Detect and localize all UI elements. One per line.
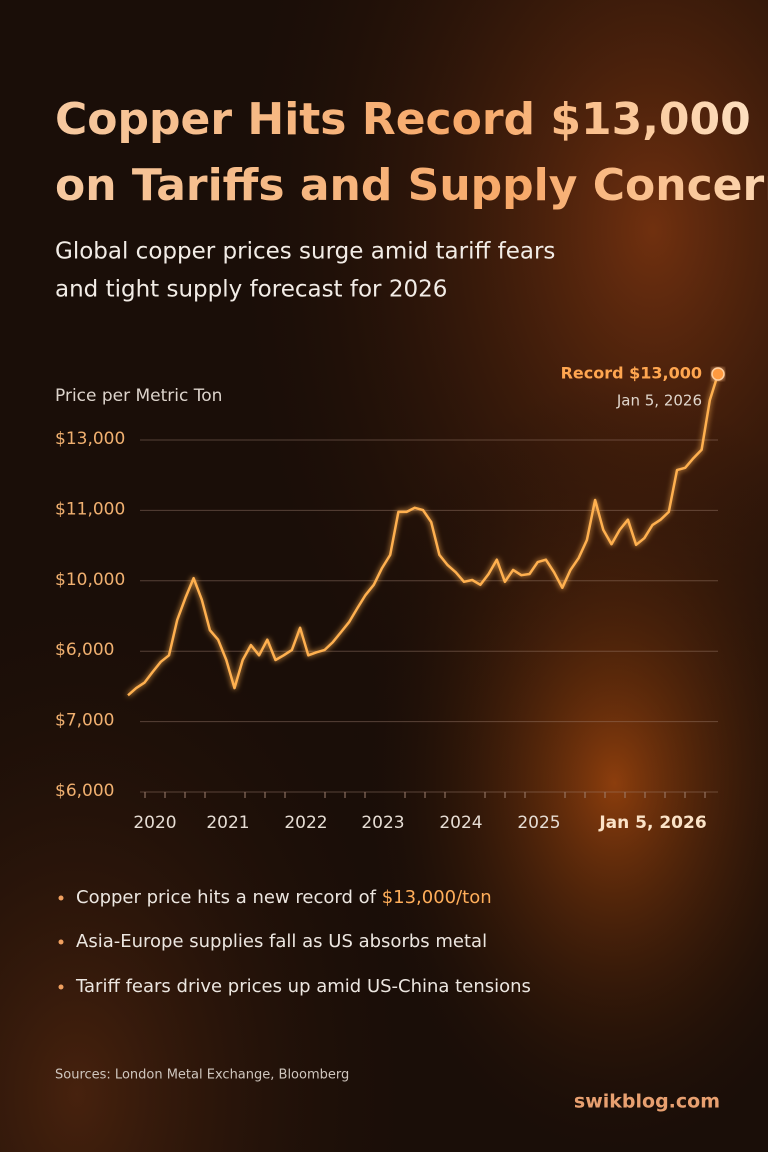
x-tick-label: 2020 bbox=[133, 813, 176, 833]
bullet-highlight: $13,000/ton bbox=[382, 887, 492, 908]
bullet-text-part: Asia-Europe supplies fall as US absorbs … bbox=[76, 931, 487, 952]
bullet-text-part: Tariff fears drive prices up amid US-Chi… bbox=[75, 976, 531, 997]
title: Copper Hits Record $13,000 bbox=[55, 94, 751, 145]
axis-label: Price per Metric Ton bbox=[55, 386, 222, 406]
bullet-text: Copper price hits a new record of $13,00… bbox=[76, 887, 492, 908]
y-tick-label: $7,000 bbox=[55, 711, 114, 731]
y-tick-label: $10,000 bbox=[55, 570, 125, 590]
sources: Sources: London Metal Exchange, Bloomber… bbox=[55, 1068, 349, 1083]
title: on Tariffs and Supply Concerns bbox=[55, 160, 768, 211]
record-point bbox=[711, 367, 725, 381]
x-tick-label: 2023 bbox=[361, 813, 404, 833]
bullet-text: Tariff fears drive prices up amid US-Chi… bbox=[75, 976, 531, 997]
annotation: Record $13,000 bbox=[561, 364, 702, 383]
bullet-dot bbox=[58, 939, 64, 945]
y-tick-label: $11,000 bbox=[55, 499, 125, 519]
y-tick-label: $6,000 bbox=[55, 781, 114, 801]
brand: swikblog.com bbox=[574, 1091, 720, 1113]
bullet-text: Asia-Europe supplies fall as US absorbs … bbox=[76, 931, 487, 952]
x-tick-label: 2021 bbox=[206, 813, 249, 833]
x-tick-label: 2022 bbox=[284, 813, 327, 833]
x-tick-label: Jan 5, 2026 bbox=[598, 813, 706, 833]
x-tick-label: 2024 bbox=[439, 813, 482, 833]
bullet-dot bbox=[58, 895, 64, 901]
subtitle: and tight supply forecast for 2026 bbox=[55, 277, 447, 303]
y-tick-label: $13,000 bbox=[55, 429, 125, 449]
subtitle: Global copper prices surge amid tariff f… bbox=[55, 239, 555, 265]
bullet-text-part: Copper price hits a new record of bbox=[76, 887, 382, 908]
bullet-dot bbox=[58, 984, 64, 990]
y-tick-label: $6,000 bbox=[55, 640, 114, 660]
annotation-date: Jan 5, 2026 bbox=[616, 392, 702, 410]
price-line bbox=[127, 373, 720, 697]
x-tick-label: 2025 bbox=[517, 813, 560, 833]
